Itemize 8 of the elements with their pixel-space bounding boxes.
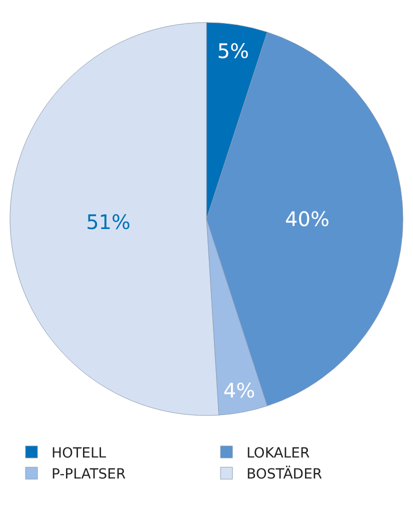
data-label: 51% [86, 210, 131, 234]
legend-label: P-PLATSER [52, 466, 126, 483]
legend-label: HOTELL [52, 445, 106, 462]
legend-label: LOKALER [246, 445, 310, 462]
data-label: 40% [284, 207, 330, 231]
legend-label: BOSTÄDER [246, 466, 322, 483]
data-label: 5% [217, 39, 249, 64]
data-label: 4% [223, 378, 256, 403]
